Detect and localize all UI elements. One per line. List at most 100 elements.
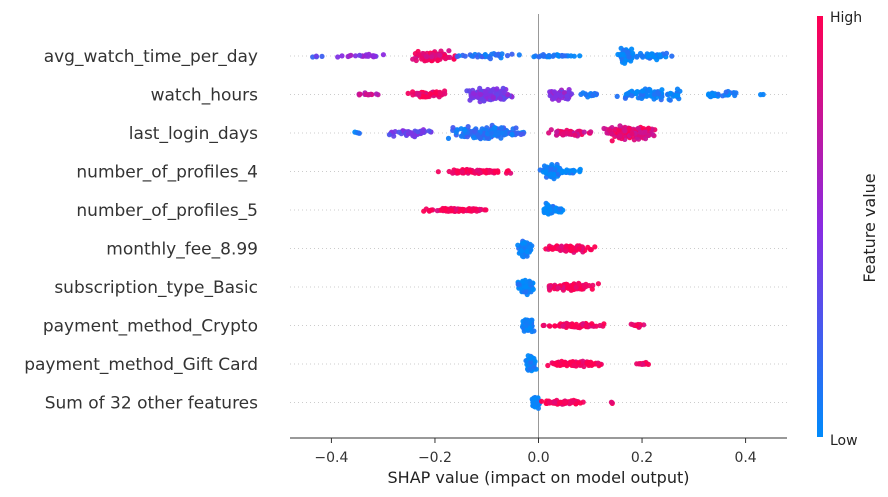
data-point <box>669 53 675 59</box>
data-point <box>622 95 629 101</box>
data-point <box>651 92 657 98</box>
data-point <box>474 167 480 173</box>
data-point <box>522 318 528 324</box>
data-point <box>504 53 511 59</box>
data-point <box>459 169 465 175</box>
data-point <box>453 207 459 213</box>
data-point <box>416 92 422 98</box>
data-point <box>471 135 477 141</box>
data-point <box>386 132 392 138</box>
data-point <box>674 86 681 92</box>
data-point <box>470 90 477 96</box>
data-point <box>635 125 641 131</box>
data-point <box>554 129 560 135</box>
data-point <box>622 60 628 66</box>
data-point <box>617 123 623 129</box>
data-point <box>446 48 452 54</box>
data-point <box>715 91 721 97</box>
data-point <box>391 133 397 139</box>
data-point <box>429 54 435 60</box>
data-point <box>581 129 587 135</box>
data-point <box>597 322 603 329</box>
data-point <box>733 90 739 96</box>
data-point <box>568 245 574 252</box>
data-point <box>495 132 501 138</box>
data-point <box>646 132 652 138</box>
data-point <box>760 91 766 98</box>
data-point <box>639 95 645 101</box>
data-point <box>575 360 582 366</box>
data-point <box>708 94 714 100</box>
data-point <box>489 51 495 57</box>
data-point <box>617 133 623 139</box>
data-point <box>482 169 488 175</box>
data-point <box>590 361 596 367</box>
data-point <box>553 93 559 99</box>
data-point <box>339 53 345 59</box>
colorbar <box>817 16 823 437</box>
data-point <box>515 281 521 287</box>
x-axis-title: SHAP value (impact on model output) <box>388 468 690 487</box>
data-point <box>357 52 363 58</box>
data-point <box>539 398 545 404</box>
data-point <box>432 90 438 96</box>
data-point <box>520 240 526 246</box>
data-point <box>621 47 627 53</box>
data-point <box>363 91 369 97</box>
data-point <box>483 207 489 213</box>
data-point <box>523 289 529 295</box>
colorbar-high-label: High <box>830 10 862 26</box>
data-point <box>558 93 564 99</box>
feature-label: payment_method_Crypto <box>43 317 258 337</box>
data-point <box>426 128 432 134</box>
data-point <box>413 57 419 64</box>
data-point <box>564 93 570 99</box>
data-point <box>408 130 414 136</box>
x-tick-label: 0.4 <box>734 450 756 466</box>
data-point <box>622 128 628 134</box>
data-point <box>567 168 573 174</box>
data-point <box>547 323 553 329</box>
data-point <box>552 323 558 329</box>
feature-label: Sum of 32 other features <box>45 394 258 414</box>
data-point <box>639 53 645 59</box>
data-point <box>651 54 657 60</box>
feature-label: watch_hours <box>151 86 259 106</box>
colorbar-low-label: Low <box>830 433 858 449</box>
data-point <box>487 56 493 62</box>
data-point <box>581 283 587 289</box>
data-point <box>454 53 460 60</box>
data-point <box>348 52 354 58</box>
data-point <box>527 244 533 250</box>
data-point <box>520 278 526 284</box>
x-tick-label: 0.0 <box>527 450 549 466</box>
data-point <box>449 208 455 214</box>
data-point <box>563 248 569 254</box>
data-point <box>570 359 576 365</box>
data-point <box>559 168 565 174</box>
data-point <box>487 168 493 175</box>
data-point <box>505 168 511 174</box>
data-point <box>576 246 582 252</box>
data-point <box>609 138 615 144</box>
data-point <box>551 52 557 58</box>
data-point <box>484 135 490 141</box>
data-point <box>583 323 589 329</box>
data-point <box>590 92 596 98</box>
data-point <box>629 93 635 99</box>
data-point <box>437 90 443 96</box>
data-point <box>466 207 472 213</box>
data-point <box>524 248 530 255</box>
data-point <box>644 93 650 99</box>
data-point <box>405 90 411 96</box>
data-point <box>423 54 429 60</box>
data-point <box>609 131 615 137</box>
data-point <box>530 400 536 406</box>
data-point <box>488 130 494 136</box>
data-point <box>499 51 505 57</box>
data-point <box>545 362 551 369</box>
data-point <box>527 366 533 372</box>
data-point <box>509 131 515 137</box>
data-point <box>547 283 553 289</box>
data-point <box>453 129 459 136</box>
